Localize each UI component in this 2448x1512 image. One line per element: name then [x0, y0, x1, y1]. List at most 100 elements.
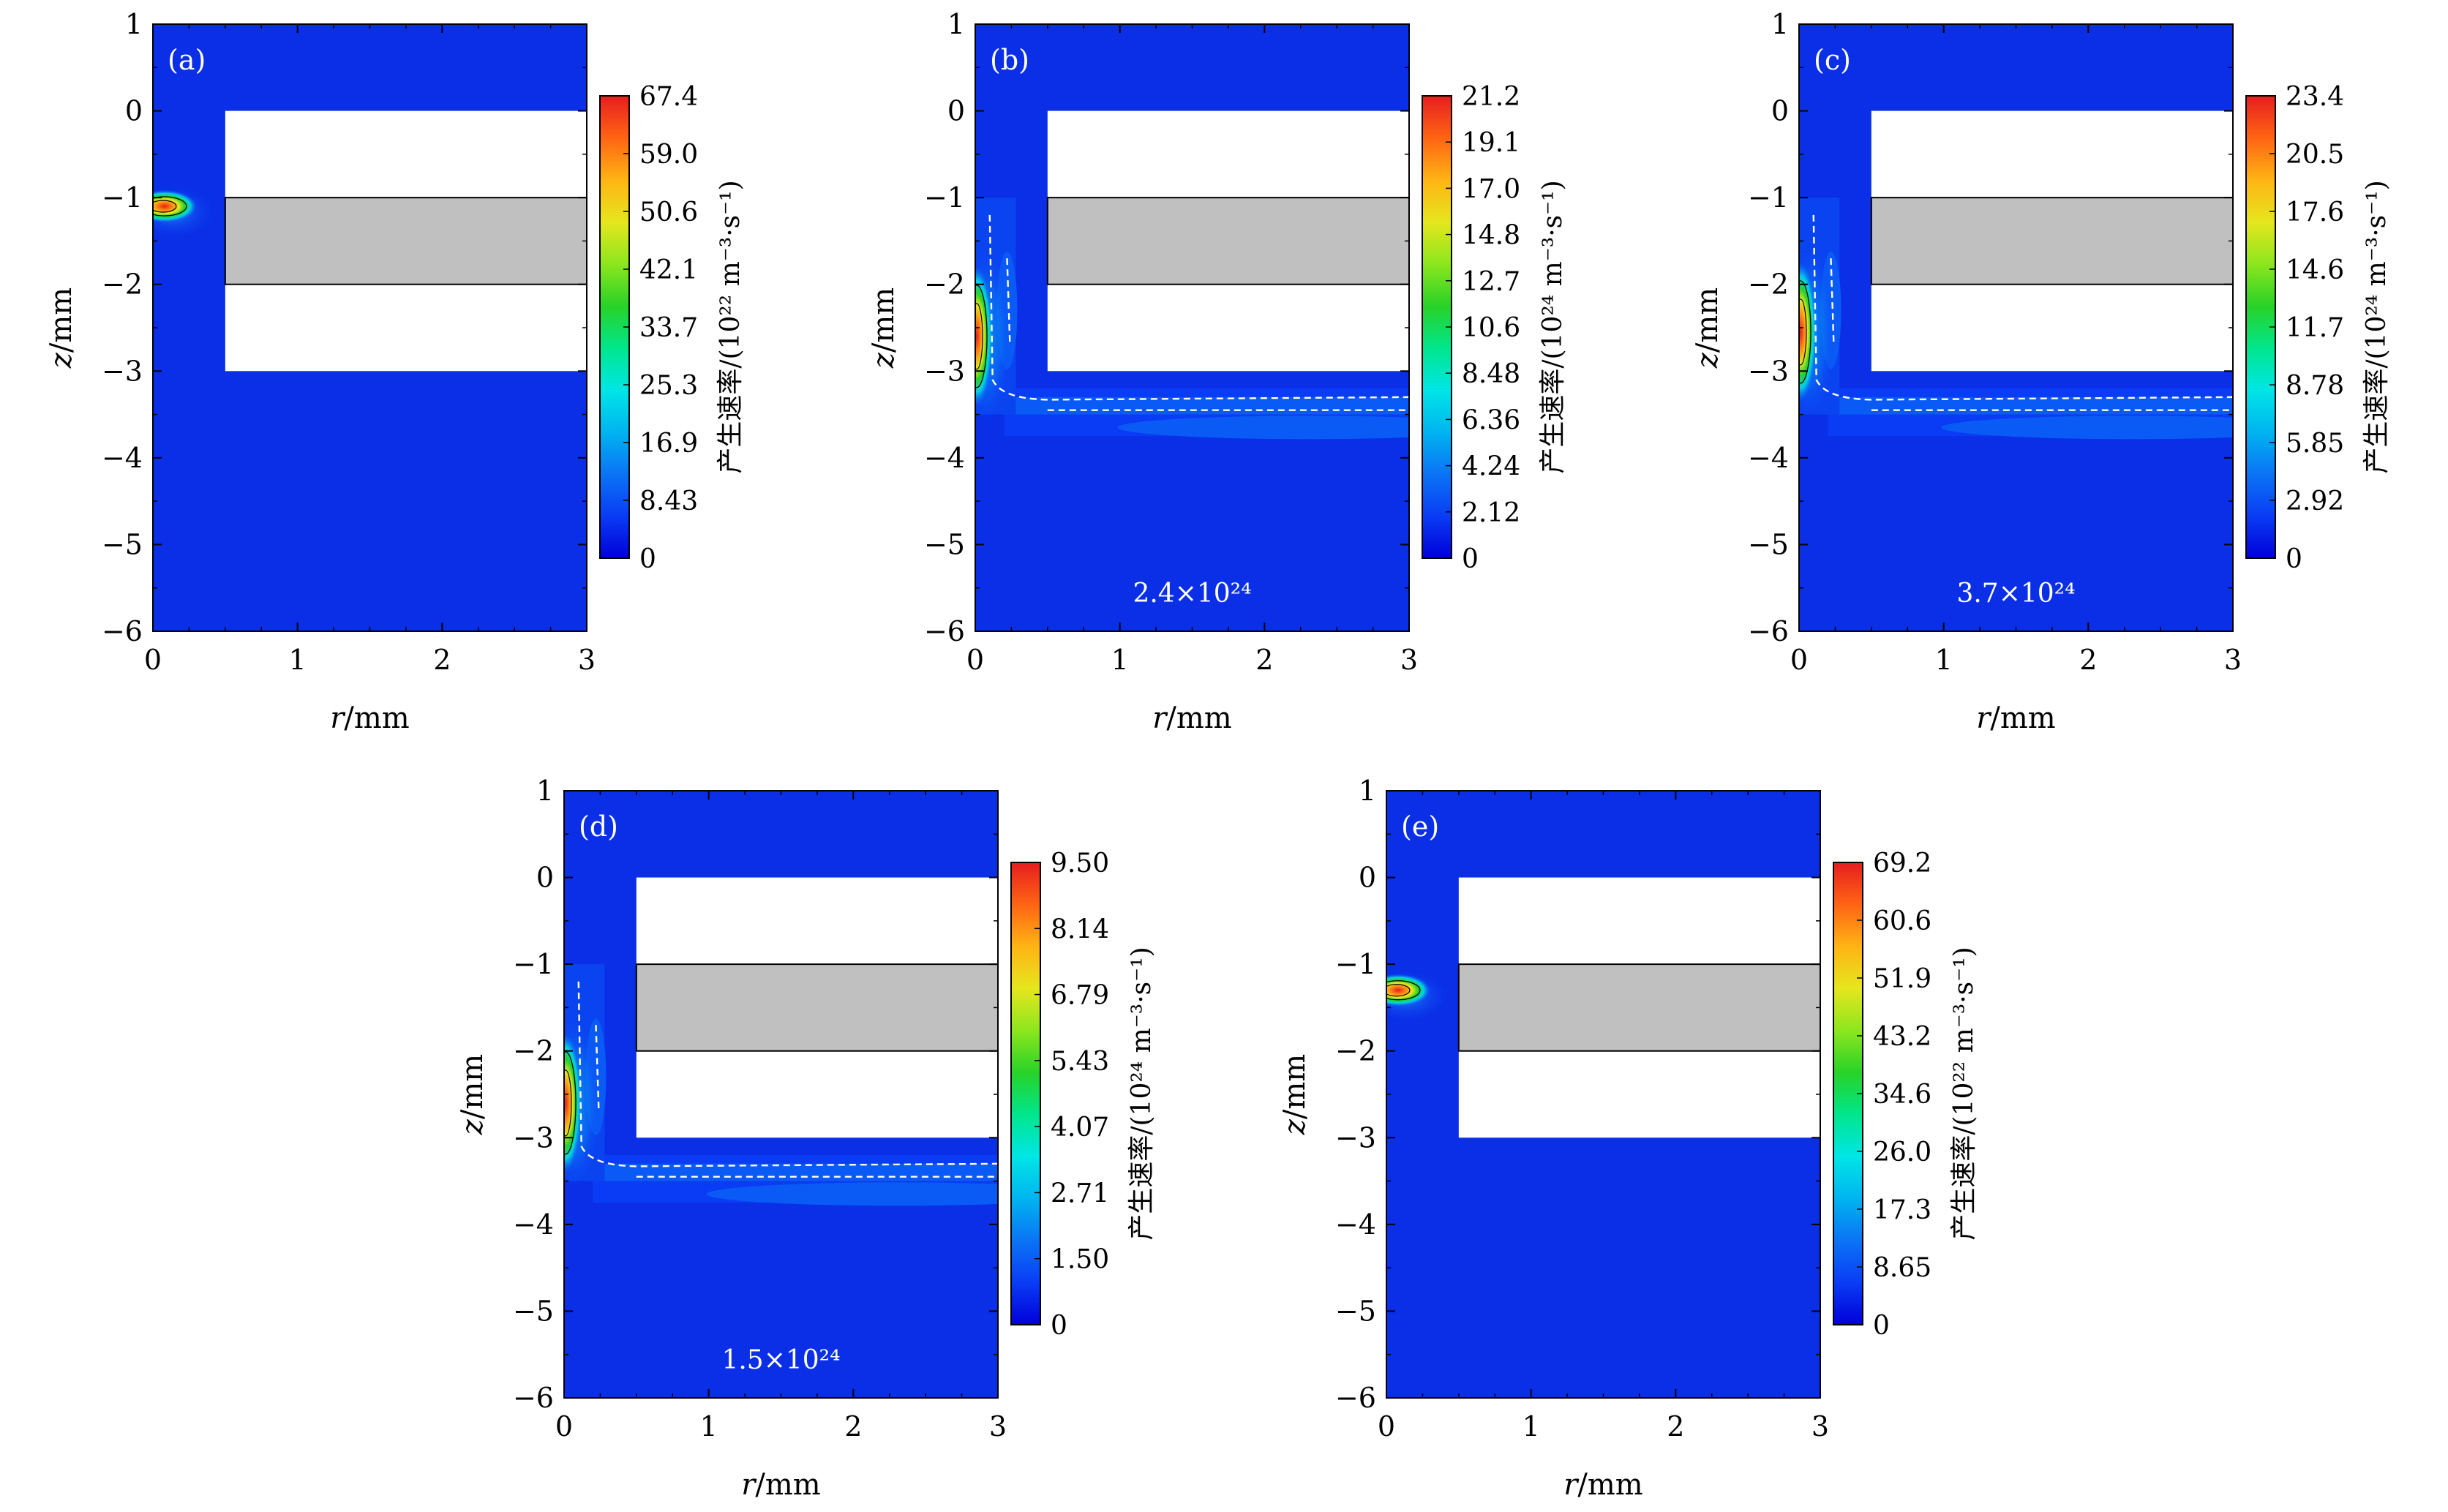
contour-line [1386, 980, 1421, 1001]
colorbar-tick-label: 14.6 [2286, 255, 2344, 285]
y-tick-label: −2 [102, 268, 143, 301]
colorbar-tick-label: 14.8 [1462, 221, 1520, 251]
y-axis-title: z/mm [456, 1054, 489, 1135]
y-tick-label: −6 [102, 615, 143, 647]
colorbar-tick-label: 11.7 [2286, 313, 2344, 343]
colorbar-tick-label: 16.9 [639, 429, 698, 459]
dielectric-region [1046, 197, 1411, 285]
colorbar-tick-label: 17.6 [2286, 198, 2344, 227]
hotspot-core [153, 190, 197, 222]
y-tick-label: −1 [924, 181, 965, 214]
colorbar-tick-label: 5.43 [1051, 1047, 1109, 1077]
colorbar-tick-label: 2.12 [1462, 498, 1520, 528]
y-tick-label: 0 [536, 862, 554, 894]
y-tick-label: −2 [1335, 1035, 1376, 1067]
y-tick-label: −3 [1335, 1121, 1376, 1154]
colorbar-tick-label: 23.4 [2286, 82, 2344, 112]
y-tick-label: −6 [924, 615, 965, 647]
y-tick-label: 0 [1771, 95, 1789, 127]
chart-panel: 10−1−2−3−4−5−60 1 2 3r/mmz/mm(b)2.4×10²⁴21.… [867, 8, 1568, 735]
colorbar-tick-label: 43.2 [1873, 1022, 1931, 1052]
colorbar-tick-label: 20.5 [2286, 140, 2344, 170]
x-axis-title: r/mm [1976, 702, 2055, 735]
colorbar-tick-label: 1.50 [1051, 1245, 1109, 1275]
colorbar-tick-label: 42.1 [639, 255, 698, 285]
y-tick-label: −1 [1335, 948, 1376, 980]
hotspot-core [1799, 262, 1817, 402]
colorbar-tick-label: 33.7 [639, 313, 698, 343]
x-tick-label: 3 [989, 1410, 1007, 1443]
y-tick-label: −3 [924, 355, 965, 387]
dashed-contour [988, 214, 1409, 401]
y-tick-label: −5 [1335, 1295, 1376, 1327]
dashed-contour [1006, 258, 1011, 345]
colorbar-tick-label: 5.85 [2286, 429, 2344, 459]
sheath-tail [706, 1182, 998, 1206]
colorbar-tick-label: 50.6 [639, 198, 698, 227]
panel-label: (d) [579, 810, 618, 843]
contour-line [975, 285, 988, 388]
dielectric-region [1870, 197, 2234, 285]
y-tick-label: 1 [125, 8, 143, 40]
dashed-contour [1830, 258, 1835, 345]
x-tick-label: 3 [1400, 644, 1418, 676]
y-tick-label: −3 [1748, 355, 1789, 387]
dielectric-region [635, 963, 999, 1052]
peak-density-annotation: 3.7×10²⁴ [1956, 579, 2075, 609]
panel-label: (a) [168, 44, 206, 76]
colorbar-tick-label: 9.50 [1051, 849, 1109, 879]
colorbar-tick-label: 19.1 [1462, 128, 1520, 158]
contour-line [153, 200, 177, 213]
x-axis-title: r/mm [741, 1468, 820, 1502]
y-tick-label: −2 [513, 1035, 554, 1067]
colorbar-title: 产生速率/(10²⁴ m⁻³·s⁻¹) [1127, 947, 1157, 1240]
colorbar-tick-label: 8.78 [2286, 371, 2344, 401]
x-tick-label: 2 [1667, 1410, 1684, 1443]
chart-panel: 10−1−2−3−4−5−60 1 2 3r/mmz/mm(c)3.7×10²⁴23.… [1691, 8, 2392, 735]
colorbar-title: 产生速率/(10²⁴ m⁻³·s⁻¹) [2362, 180, 2392, 473]
y-axis-title: z/mm [1691, 287, 1724, 369]
y-tick-label: −2 [1748, 268, 1789, 301]
y-tick-label: 0 [1359, 862, 1376, 894]
colorbar-tick-label: 8.48 [1462, 359, 1520, 389]
colorbar-tick-label: 2.71 [1051, 1178, 1109, 1208]
y-tick-label: −5 [924, 528, 965, 560]
y-tick-label: 1 [1771, 8, 1789, 40]
y-tick-label: −5 [1748, 528, 1789, 560]
contour-line [153, 196, 187, 217]
panel-label: (b) [990, 44, 1029, 76]
y-axis-title: z/mm [1278, 1054, 1312, 1135]
x-tick-label: 3 [2224, 644, 2242, 676]
panel-label: (e) [1401, 810, 1439, 843]
x-axis-title: r/mm [1563, 1468, 1642, 1502]
x-tick-label: 0 [1378, 1410, 1395, 1443]
x-tick-label: 2 [2079, 644, 2097, 676]
colorbar-tick-label: 8.65 [1873, 1253, 1931, 1283]
colorbar-tick-label: 0 [639, 544, 656, 574]
y-tick-label: −4 [102, 442, 143, 474]
y-tick-label: −1 [513, 948, 554, 980]
contour-line [1386, 984, 1411, 997]
colorbar-tick-label: 2.92 [2286, 486, 2344, 516]
field-contours [153, 186, 216, 238]
x-tick-label: 1 [1523, 1410, 1540, 1443]
dielectric-region [1457, 963, 1822, 1052]
y-tick-label: −4 [1335, 1208, 1376, 1241]
colorbar-title: 产生速率/(10²² m⁻³·s⁻¹) [1949, 947, 1979, 1240]
colorbar-tick-label: 6.79 [1051, 981, 1109, 1011]
y-axis-title: z/mm [867, 287, 901, 369]
x-axis-title: r/mm [1152, 702, 1231, 735]
dashed-contour [1812, 214, 2233, 401]
y-tick-label: −4 [513, 1208, 554, 1241]
hotspot-core [1386, 974, 1430, 1007]
y-tick-label: −2 [924, 268, 965, 301]
y-tick-label: −1 [102, 181, 143, 214]
x-tick-label: 0 [555, 1410, 573, 1443]
field-contours [564, 964, 998, 1206]
contour-line [1799, 298, 1807, 366]
hotspot-core [975, 266, 993, 406]
colorbar-tick-label: 69.2 [1873, 849, 1931, 879]
y-tick-label: −6 [513, 1382, 554, 1414]
x-tick-label: 0 [966, 644, 984, 676]
y-axis-title: z/mm [45, 287, 78, 369]
